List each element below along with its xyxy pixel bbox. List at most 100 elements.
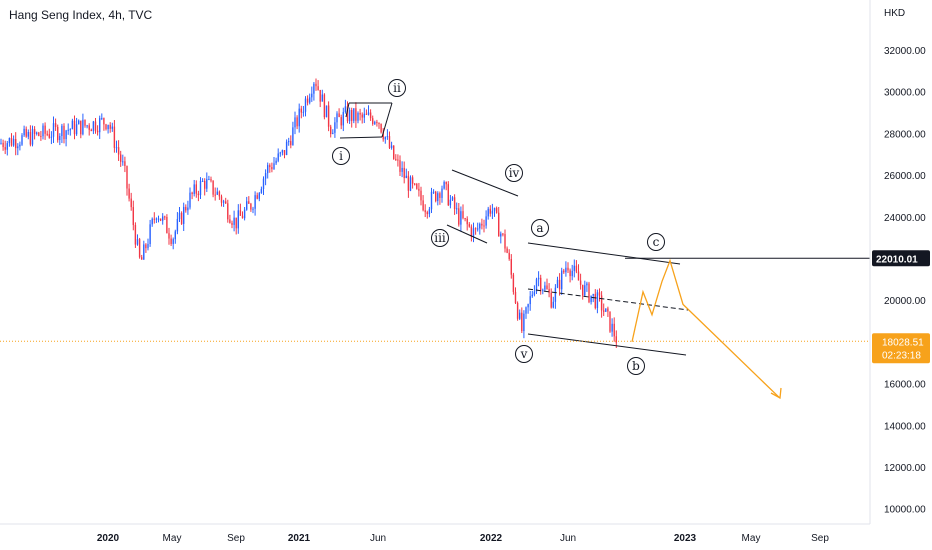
x-tick-label: May xyxy=(742,533,761,544)
x-tick-label: Sep xyxy=(227,533,245,544)
candle-body xyxy=(504,234,506,249)
candle-body xyxy=(592,293,594,296)
candle-body xyxy=(449,199,452,206)
candle-body xyxy=(495,207,498,213)
y-tick-label: 20000.00 xyxy=(884,296,926,307)
wave-label-text: i xyxy=(339,149,343,163)
candle-body xyxy=(344,106,347,112)
wave-label-text: v xyxy=(520,347,528,361)
candle-body xyxy=(124,161,126,167)
candle-body xyxy=(405,175,407,179)
candle-body xyxy=(10,138,13,146)
candle-body xyxy=(521,312,523,332)
candle-body xyxy=(8,138,11,144)
candle-body xyxy=(36,132,38,134)
candle-body xyxy=(31,129,34,145)
candle-body xyxy=(439,193,441,198)
wave-label-a: a xyxy=(531,219,549,237)
x-tick-label: 2020 xyxy=(97,533,120,544)
candle-body xyxy=(99,118,101,133)
candle-body xyxy=(50,136,53,138)
candle-body xyxy=(313,83,315,94)
candle-body xyxy=(464,218,466,220)
candle-body xyxy=(468,224,470,227)
x-tick-label: May xyxy=(163,533,182,544)
candle-body xyxy=(330,126,332,135)
projection-path xyxy=(631,258,781,399)
candle-body xyxy=(533,291,536,295)
candle-body xyxy=(600,295,603,311)
candle-body xyxy=(428,209,431,215)
candle-body xyxy=(395,158,397,160)
wave-label-circle xyxy=(627,357,645,375)
candle-body xyxy=(453,197,456,210)
chart-title: Hang Seng Index, 4h, TVC xyxy=(9,8,153,22)
candle-body xyxy=(229,219,231,223)
candle-body xyxy=(477,228,479,230)
y-tick-label: 14000.00 xyxy=(884,421,926,432)
candle-body xyxy=(206,179,208,189)
candle-body xyxy=(479,223,481,229)
x-tick-label: 2022 xyxy=(480,533,503,544)
candle-body xyxy=(577,271,580,281)
candle-body xyxy=(183,206,185,224)
candle-body xyxy=(189,192,191,208)
candle-body xyxy=(361,114,363,118)
wave-label-v: v xyxy=(515,345,533,363)
candle-body xyxy=(42,125,44,137)
candle-body xyxy=(145,244,147,249)
candle-body xyxy=(168,233,170,239)
candle-body xyxy=(596,292,599,308)
candle-body xyxy=(231,222,233,225)
candle-body xyxy=(443,181,445,189)
candle-body xyxy=(292,127,294,146)
candle-body xyxy=(332,132,334,135)
wave-ii-flag-left xyxy=(345,102,350,118)
candle-body xyxy=(435,191,437,202)
candle-body xyxy=(512,274,515,292)
candle-body xyxy=(225,201,227,204)
candle-body xyxy=(15,139,17,149)
candle-body xyxy=(598,292,601,296)
candle-body xyxy=(327,105,330,127)
candle-body xyxy=(44,125,46,134)
candle-body xyxy=(334,122,336,133)
candle-body xyxy=(498,212,500,237)
candle-body xyxy=(151,218,153,225)
candle-body xyxy=(138,239,141,258)
candle-body xyxy=(523,313,525,332)
candle-body xyxy=(575,265,578,272)
drawings-layer xyxy=(0,102,870,400)
candle-body xyxy=(6,143,8,150)
last-price-badge xyxy=(872,333,930,364)
wave-iv-channel-bottom xyxy=(446,224,488,244)
candle-body xyxy=(86,125,88,127)
candle-body xyxy=(390,145,393,148)
candle-body xyxy=(187,207,189,211)
candle-body xyxy=(130,198,132,208)
candle-body xyxy=(170,238,172,244)
candle-body xyxy=(67,129,69,131)
candle-body xyxy=(57,126,59,141)
candle-body xyxy=(149,224,151,245)
x-tick-label: Sep xyxy=(811,533,829,544)
candle-body xyxy=(54,123,57,127)
candle-body xyxy=(279,152,281,154)
candle-body xyxy=(491,210,494,214)
candle-body xyxy=(403,167,405,179)
candle-body xyxy=(508,252,510,260)
candle-body xyxy=(277,153,279,161)
candle-body xyxy=(407,175,410,191)
candle-body xyxy=(235,217,237,229)
candle-body xyxy=(107,124,109,130)
wave-label-circle xyxy=(531,219,549,237)
time-axis[interactable]: 2020 May Sep 2021 Jun 2022 Jun 2023 May Sep xyxy=(0,523,870,544)
candle-body xyxy=(382,132,384,140)
candle-body xyxy=(281,150,284,153)
wave-label-circle xyxy=(332,147,350,165)
candle-body xyxy=(554,287,557,302)
candle-body xyxy=(115,147,118,149)
candle-body xyxy=(542,289,544,291)
candle-body xyxy=(321,94,323,102)
